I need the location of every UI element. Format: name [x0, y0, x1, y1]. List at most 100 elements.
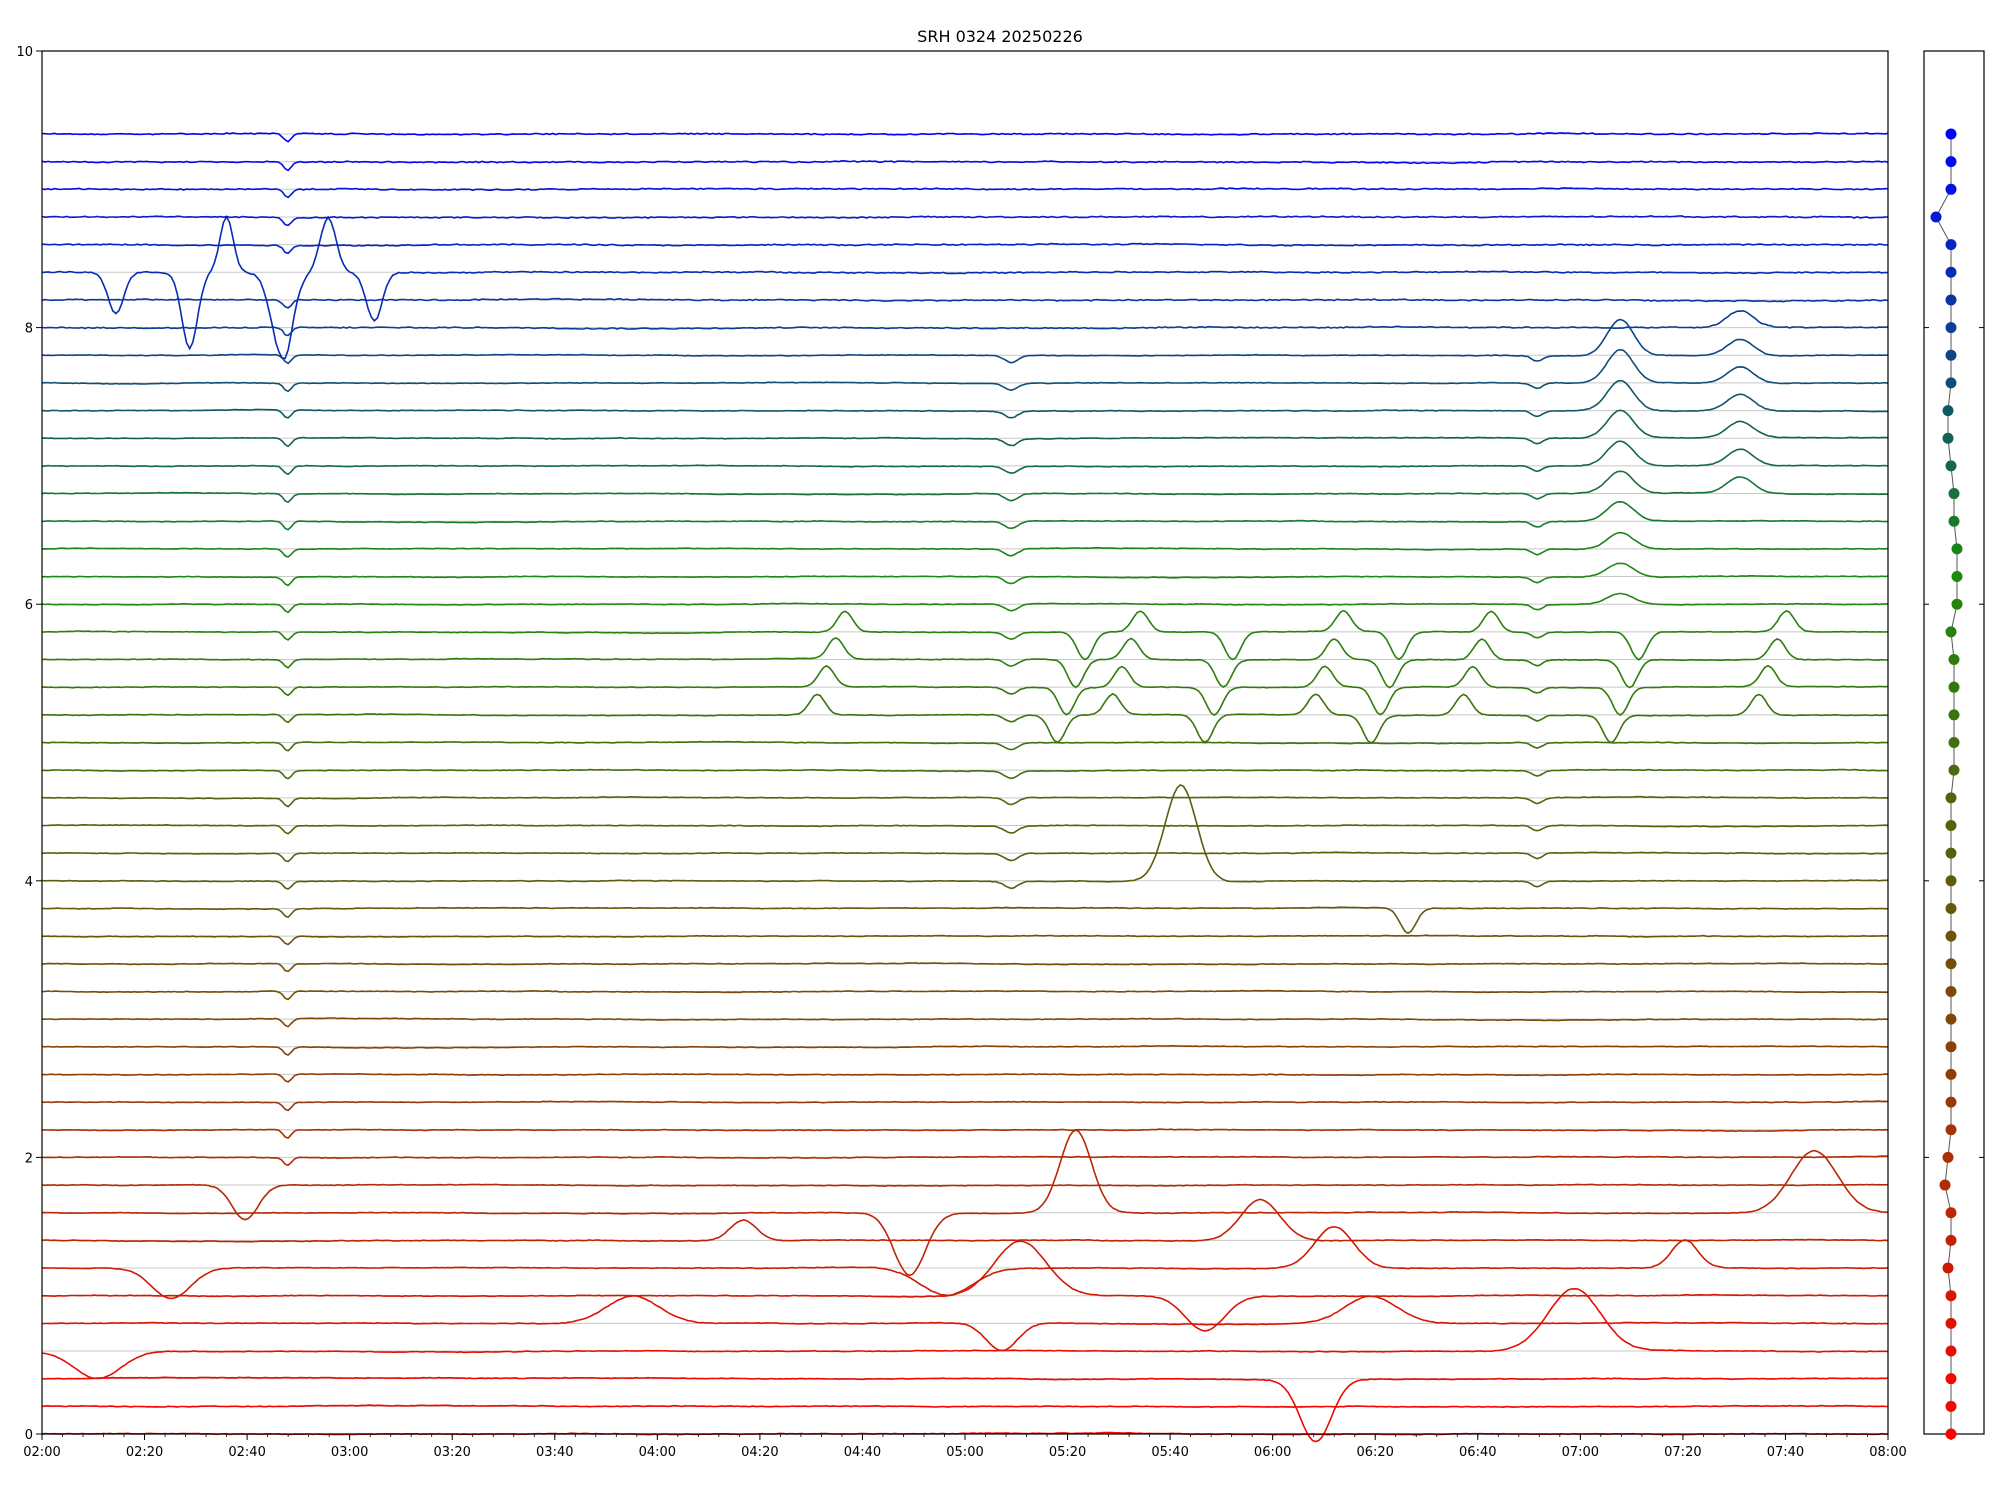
channel-marker: [1945, 1428, 1957, 1440]
channel-trace: [41, 795, 1889, 808]
channel-trace: [41, 470, 1889, 504]
channel-trace: [41, 132, 1889, 143]
channel-marker: [1945, 902, 1957, 914]
channel-trace: [41, 823, 1889, 835]
channel-marker: [1945, 626, 1957, 638]
channel-trace: [41, 348, 1889, 393]
y-tick-label: 6: [25, 598, 33, 613]
channel-trace: [41, 297, 1889, 309]
x-tick-label: 03:40: [536, 1445, 573, 1460]
x-tick-label: 05:20: [1049, 1445, 1086, 1460]
channel-marker: [1951, 571, 1963, 583]
channel-trace: [41, 379, 1889, 419]
channel-trace: [41, 1376, 1889, 1443]
channel-marker: [1942, 432, 1954, 444]
channel-trace: [42, 664, 1889, 717]
channel-trace: [41, 409, 1888, 448]
channel-marker: [1945, 792, 1957, 804]
x-tick-label: 04:20: [741, 1445, 778, 1460]
channel-trace: [41, 242, 1889, 255]
channel-marker: [1945, 1234, 1957, 1246]
x-tick-label: 04:40: [844, 1445, 881, 1460]
channel-marker: [1945, 1373, 1957, 1385]
channel-marker: [1945, 1207, 1957, 1219]
channel-trace: [41, 1404, 1889, 1409]
channel-marker: [1945, 1124, 1957, 1136]
x-tick-label: 03:20: [433, 1445, 470, 1460]
channel-trace: [41, 318, 1889, 365]
x-tick-label: 06:20: [1356, 1445, 1393, 1460]
channel-marker: [1945, 460, 1957, 472]
channel-marker: [1945, 128, 1957, 140]
channel-trace: [41, 309, 1889, 337]
channel-trace: [41, 906, 1889, 935]
channel-marker: [1945, 875, 1957, 887]
y-tick-label: 10: [16, 45, 33, 60]
channel-trace: [41, 1183, 1889, 1221]
x-tick-label: 03:00: [331, 1445, 368, 1460]
channel-marker: [1948, 681, 1960, 693]
channel-trace: [41, 1225, 1889, 1300]
channel-marker: [1945, 930, 1957, 942]
y-tick-label: 2: [25, 1151, 33, 1166]
channel-marker: [1945, 958, 1957, 970]
channel-marker: [1939, 1179, 1951, 1191]
channel-marker: [1945, 349, 1957, 361]
x-tick-label: 05:00: [946, 1445, 983, 1460]
channel-marker: [1951, 543, 1963, 555]
x-tick-label: 02:40: [228, 1445, 265, 1460]
channel-marker: [1945, 377, 1957, 389]
channel-trace: [41, 1287, 1889, 1380]
channel-marker: [1942, 1262, 1954, 1274]
channel-trace: [41, 962, 1889, 973]
channel-marker: [1948, 654, 1960, 666]
channel-marker: [1942, 405, 1954, 417]
channel-trace: [41, 783, 1888, 890]
channel-marker: [1945, 985, 1957, 997]
x-tick-label: 04:00: [639, 1445, 676, 1460]
channel-trace: [41, 500, 1889, 531]
channel-trace: [41, 214, 1889, 227]
channel-trace: [41, 1072, 1889, 1083]
y-tick-label: 0: [25, 1428, 33, 1443]
x-tick-label: 08:00: [1869, 1445, 1906, 1460]
channel-trace: [41, 1198, 1889, 1243]
channel-trace: [41, 1155, 1888, 1167]
channel-trace: [41, 637, 1888, 689]
channel-trace: [41, 1295, 1889, 1352]
channel-marker: [1948, 737, 1960, 748]
channel-trace: [41, 187, 1888, 199]
channel-trace: [41, 1017, 1889, 1028]
channel-marker: [1948, 488, 1960, 500]
channel-marker: [1948, 515, 1960, 527]
channel-trace: [41, 592, 1889, 614]
x-tick-label: 05:40: [1151, 1445, 1188, 1460]
x-tick-label: 07:40: [1767, 1445, 1804, 1460]
channel-marker: [1945, 1041, 1957, 1053]
y-axis: 0 2 4 6 8 10: [16, 45, 42, 1443]
channel-trace: [41, 768, 1889, 780]
channel-marker: [1945, 239, 1957, 251]
channel-marker: [1930, 211, 1942, 223]
channel-trace: [41, 989, 1888, 1001]
channel-marker: [1945, 1013, 1957, 1025]
channel-trace: [41, 1129, 1889, 1277]
channel-trace: [41, 1100, 1889, 1112]
channel-marker: [1945, 819, 1957, 831]
channel-trace: [41, 1045, 1889, 1057]
channel-marker: [1942, 1151, 1954, 1163]
channel-trace: [41, 214, 1889, 360]
channel-position-panel: [1923, 50, 1985, 1440]
channel-trace: [41, 531, 1889, 558]
channel-marker: [1945, 156, 1957, 168]
channel-trace: [42, 1128, 1889, 1140]
x-tick-label: 06:40: [1459, 1445, 1496, 1460]
x-tick-label: 07:20: [1664, 1445, 1701, 1460]
channel-marker: [1945, 1096, 1957, 1108]
channel-marker: [1945, 1345, 1957, 1357]
channel-marker: [1945, 1290, 1957, 1302]
channel-marker: [1948, 764, 1960, 776]
x-tick-label: 02:20: [126, 1445, 163, 1460]
x-tick-label: 02:00: [23, 1445, 60, 1460]
